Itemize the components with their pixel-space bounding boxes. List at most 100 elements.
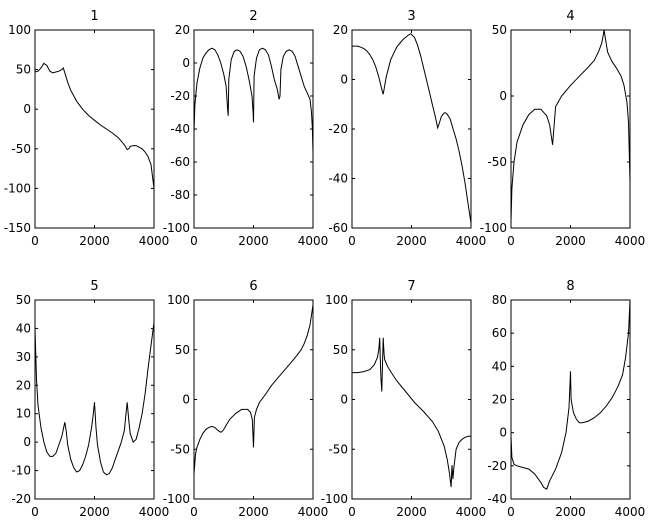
y-tick-label: -50	[487, 155, 507, 169]
y-tick-label: 50	[492, 23, 507, 37]
y-tick-label: 50	[16, 293, 31, 307]
y-tick-label: 100	[325, 293, 348, 307]
y-tick-label: -40	[170, 122, 190, 136]
subplot-6: 6 0 2000 4000 100 50 0 -50 -100	[163, 279, 329, 519]
x-tick-label: 2000	[238, 234, 269, 248]
y-tick-label: -100	[480, 221, 507, 235]
series-line	[34, 322, 155, 476]
x-tick-label: 0	[31, 234, 39, 248]
x-tick-label: 4000	[139, 505, 170, 519]
axes-frame	[34, 29, 155, 229]
series-line	[34, 62, 155, 189]
series-line	[193, 47, 314, 154]
axes-frame	[193, 299, 314, 500]
y-tick-label: -80	[170, 188, 190, 202]
subplot-title: 5	[90, 279, 98, 294]
subplot-1: 1 0 2000 4000 100 50 0 -50 -100 -150	[4, 9, 170, 248]
y-tick-label: 0	[23, 435, 31, 449]
y-tick-label: -20	[11, 492, 31, 506]
x-tick-label: 2000	[555, 234, 586, 248]
y-tick-label: 0	[23, 102, 31, 116]
y-tick-label: 0	[499, 89, 507, 103]
subplot-title: 3	[407, 9, 415, 24]
x-tick-label: 4000	[139, 234, 170, 248]
subplot-title: 2	[249, 9, 257, 24]
y-tick-label: -60	[170, 155, 190, 169]
y-tick-label: -60	[328, 221, 348, 235]
subplot-title: 1	[90, 9, 98, 24]
y-tick-label: 10	[16, 407, 31, 421]
y-tick-label: -50	[328, 442, 348, 456]
y-tick-label: -50	[11, 142, 31, 156]
y-tick-label: 60	[492, 326, 507, 340]
y-tick-label: -100	[4, 181, 31, 195]
y-tick-label: 20	[16, 378, 31, 392]
axes-frame	[34, 299, 155, 500]
y-tick-label: 0	[182, 393, 190, 407]
subplot-4: 4 0 2000 4000 50 0 -50 -100	[480, 9, 646, 248]
y-tick-label: -40	[487, 492, 507, 506]
y-tick-label: 100	[167, 293, 190, 307]
y-tick-label: 0	[340, 73, 348, 87]
series-line	[510, 299, 631, 490]
y-tick-label: 20	[492, 393, 507, 407]
y-tick-label: -10	[11, 464, 31, 478]
x-tick-label: 0	[31, 505, 39, 519]
y-tick-label: 80	[492, 293, 507, 307]
y-tick-label: -100	[321, 492, 348, 506]
subplot-7: 7 0 2000 4000 100 50 0 -50 -100	[321, 279, 487, 519]
x-tick-label: 0	[190, 505, 198, 519]
series-line	[352, 337, 471, 488]
y-tick-label: -150	[4, 221, 31, 235]
y-tick-label: -100	[163, 221, 190, 235]
x-tick-label: 2000	[555, 505, 586, 519]
y-tick-label: 40	[16, 321, 31, 335]
y-tick-label: 0	[182, 56, 190, 70]
x-tick-label: 0	[507, 234, 515, 248]
y-tick-label: 0	[340, 393, 348, 407]
y-tick-label: -100	[163, 492, 190, 506]
x-tick-label: 4000	[456, 505, 487, 519]
y-tick-label: 20	[333, 23, 348, 37]
subplot-title: 4	[566, 9, 574, 24]
y-tick-label: -20	[170, 89, 190, 103]
y-tick-label: 0	[499, 426, 507, 440]
y-tick-label: -50	[170, 442, 190, 456]
axes-frame	[510, 29, 631, 229]
y-tick-label: 30	[16, 350, 31, 364]
y-tick-label: 50	[175, 343, 190, 357]
x-tick-label: 4000	[615, 234, 646, 248]
x-tick-label: 2000	[238, 505, 269, 519]
y-tick-label: -20	[328, 122, 348, 136]
series-line	[193, 304, 314, 475]
x-tick-label: 2000	[396, 234, 427, 248]
axes-frame	[193, 29, 314, 229]
y-tick-label: 40	[492, 359, 507, 373]
x-tick-label: 4000	[298, 505, 329, 519]
subplot-title: 8	[566, 279, 574, 294]
x-tick-label: 4000	[456, 234, 487, 248]
x-tick-label: 2000	[79, 234, 110, 248]
y-tick-label: -40	[328, 172, 348, 186]
x-tick-label: 4000	[615, 505, 646, 519]
x-tick-label: 2000	[396, 505, 427, 519]
x-tick-label: 2000	[79, 505, 110, 519]
series-line	[510, 29, 631, 222]
y-tick-label: 50	[16, 63, 31, 77]
y-tick-label: 20	[175, 23, 190, 37]
series-line	[352, 33, 472, 224]
y-tick-label: 100	[8, 23, 31, 37]
x-tick-label: 0	[507, 505, 515, 519]
subplot-3: 3 0 2000 4000 20 0 -20 -40 -60	[328, 9, 486, 248]
x-tick-label: 4000	[298, 234, 329, 248]
subplot-title: 7	[407, 279, 415, 294]
subplot-title: 6	[249, 279, 257, 294]
x-tick-label: 0	[190, 234, 198, 248]
x-tick-label: 0	[348, 234, 356, 248]
y-tick-label: 50	[333, 343, 348, 357]
y-tick-label: -20	[487, 459, 507, 473]
